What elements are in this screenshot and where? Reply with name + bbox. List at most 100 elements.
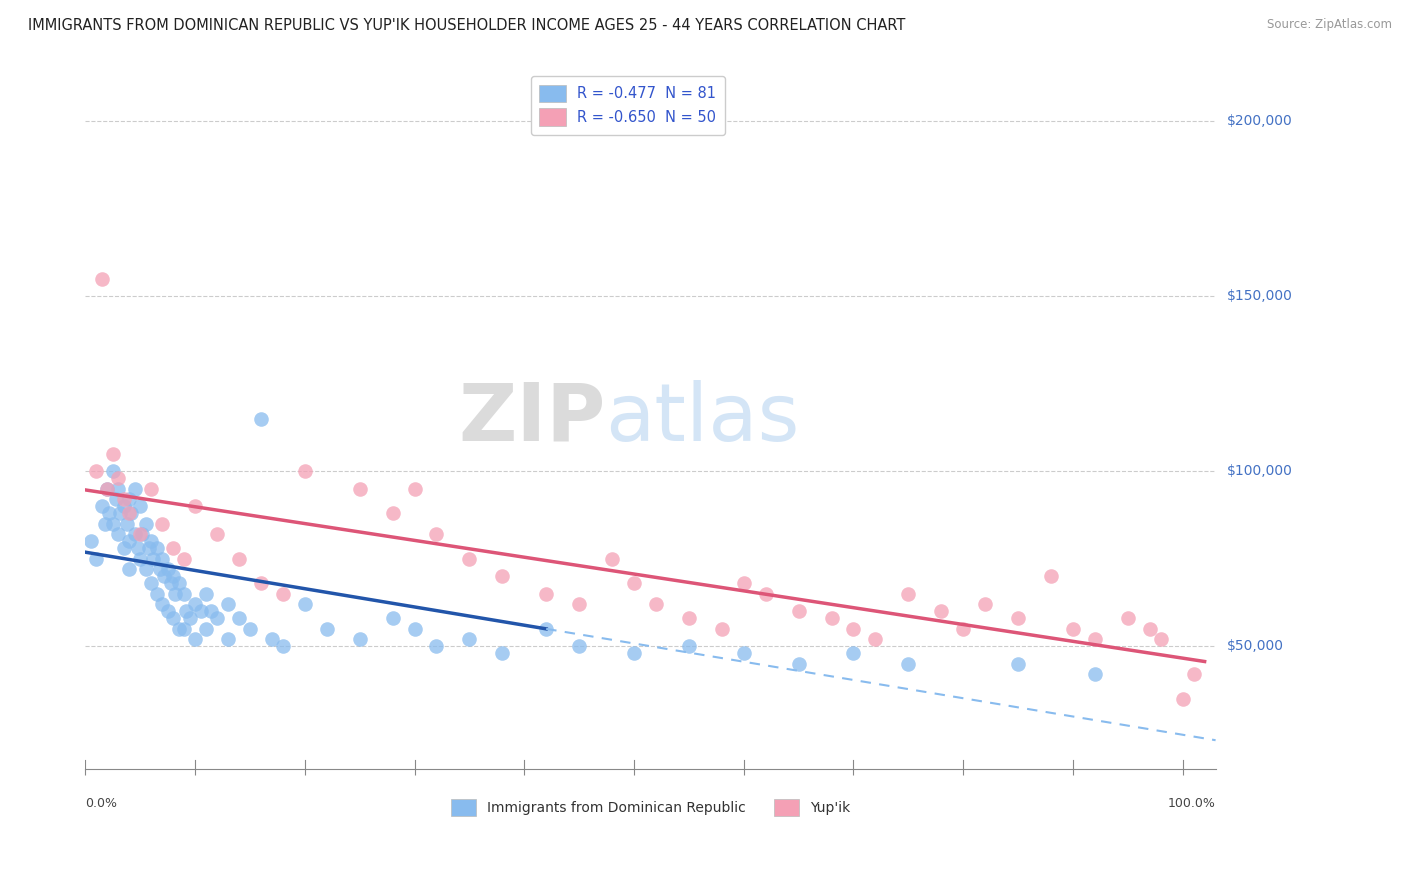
Point — [349, 482, 371, 496]
Point — [96, 482, 118, 496]
Point — [568, 597, 591, 611]
Point — [842, 622, 865, 636]
Text: $200,000: $200,000 — [1226, 114, 1292, 128]
Point — [150, 597, 173, 611]
Point — [150, 551, 173, 566]
Point — [623, 576, 645, 591]
Point — [101, 446, 124, 460]
Point — [600, 551, 623, 566]
Point — [84, 551, 107, 566]
Point — [534, 622, 557, 636]
Point — [425, 639, 447, 653]
Point — [173, 622, 195, 636]
Point — [458, 551, 481, 566]
Point — [142, 551, 165, 566]
Point — [98, 506, 121, 520]
Point — [733, 646, 755, 660]
Point — [271, 586, 294, 600]
Point — [534, 586, 557, 600]
Point — [755, 586, 778, 600]
Text: 0.0%: 0.0% — [86, 797, 117, 810]
Legend: Immigrants from Dominican Republic, Yup'ik: Immigrants from Dominican Republic, Yup'… — [443, 791, 858, 825]
Point — [1062, 622, 1084, 636]
Point — [131, 527, 153, 541]
Point — [1040, 569, 1063, 583]
Point — [127, 541, 149, 555]
Point — [897, 657, 920, 671]
Point — [787, 657, 810, 671]
Point — [205, 611, 228, 625]
Point — [952, 622, 974, 636]
Point — [173, 586, 195, 600]
Point — [228, 551, 250, 566]
Point — [645, 597, 668, 611]
Point — [710, 622, 733, 636]
Point — [107, 527, 129, 541]
Point — [217, 632, 239, 646]
Point — [1116, 611, 1139, 625]
Point — [190, 604, 212, 618]
Point — [156, 562, 179, 576]
Point — [112, 499, 135, 513]
Point — [118, 492, 141, 507]
Point — [156, 604, 179, 618]
Point — [115, 516, 138, 531]
Point — [271, 639, 294, 653]
Point — [139, 482, 162, 496]
Point — [129, 551, 152, 566]
Point — [167, 576, 190, 591]
Point — [1007, 611, 1029, 625]
Point — [153, 569, 176, 583]
Point — [205, 527, 228, 541]
Point — [160, 576, 183, 591]
Point — [139, 534, 162, 549]
Point — [1084, 667, 1107, 681]
Point — [623, 646, 645, 660]
Point — [865, 632, 887, 646]
Text: 100.0%: 100.0% — [1168, 797, 1216, 810]
Point — [162, 611, 184, 625]
Point — [195, 622, 218, 636]
Point — [118, 506, 141, 520]
Point — [239, 622, 262, 636]
Point — [294, 597, 316, 611]
Point — [174, 604, 197, 618]
Text: $50,000: $50,000 — [1226, 639, 1284, 653]
Point — [678, 611, 700, 625]
Text: $100,000: $100,000 — [1226, 464, 1292, 478]
Text: $150,000: $150,000 — [1226, 289, 1292, 303]
Point — [90, 499, 112, 513]
Point — [1084, 632, 1107, 646]
Point — [80, 534, 103, 549]
Point — [101, 464, 124, 478]
Point — [381, 506, 404, 520]
Point — [315, 622, 337, 636]
Point — [110, 506, 132, 520]
Point — [491, 569, 513, 583]
Point — [260, 632, 283, 646]
Point — [149, 562, 172, 576]
Point — [381, 611, 404, 625]
Point — [101, 516, 124, 531]
Point — [294, 464, 316, 478]
Point — [138, 541, 160, 555]
Point — [84, 464, 107, 478]
Point — [107, 482, 129, 496]
Point — [94, 516, 117, 531]
Point — [897, 586, 920, 600]
Point — [129, 527, 152, 541]
Point — [491, 646, 513, 660]
Point — [1171, 691, 1194, 706]
Point — [167, 622, 190, 636]
Text: atlas: atlas — [605, 380, 800, 458]
Point — [90, 271, 112, 285]
Point — [124, 482, 146, 496]
Point — [107, 471, 129, 485]
Point — [228, 611, 250, 625]
Point — [112, 541, 135, 555]
Point — [678, 639, 700, 653]
Point — [173, 551, 195, 566]
Point — [195, 586, 218, 600]
Point — [974, 597, 997, 611]
Point — [184, 632, 207, 646]
